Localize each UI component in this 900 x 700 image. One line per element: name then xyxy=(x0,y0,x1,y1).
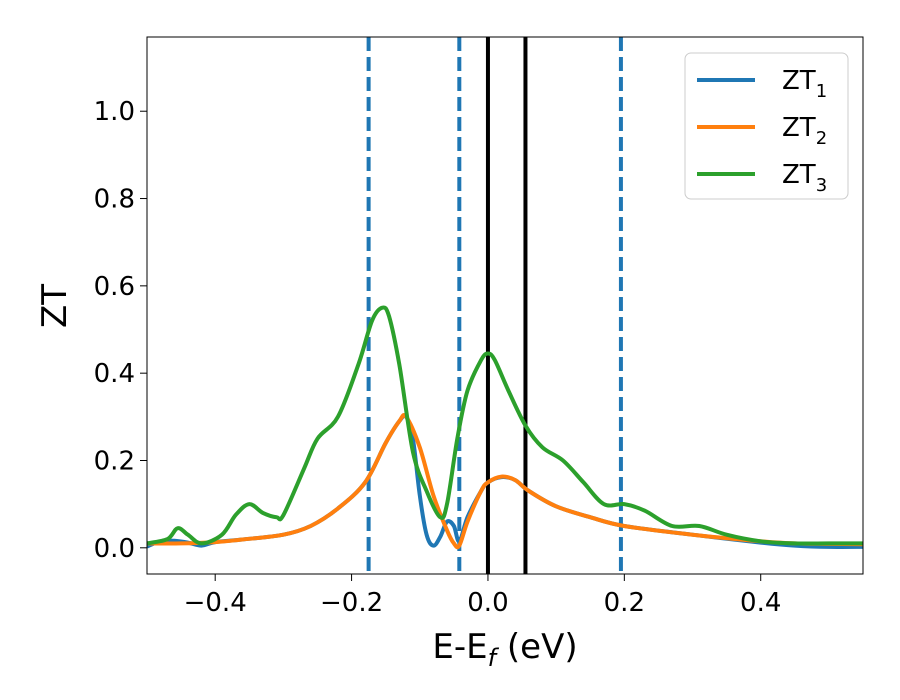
legend-label-zt2: ZT2 xyxy=(782,113,827,149)
x-tick-label: 0.2 xyxy=(604,588,645,618)
y-axis-ticks: 0.0 0.2 0.4 0.6 0.8 1.0 xyxy=(94,97,147,564)
x-tick-label: −0.4 xyxy=(184,588,247,618)
x-tick-label: 0.4 xyxy=(740,588,781,618)
y-axis-title: ZT xyxy=(35,284,75,328)
y-tick-label: 0.4 xyxy=(94,359,135,389)
plot-frame xyxy=(146,36,864,575)
reference-lines xyxy=(366,37,623,574)
y-tick-label: 0.0 xyxy=(94,534,135,564)
series-line-zt3 xyxy=(147,305,863,546)
y-tick-label: 0.2 xyxy=(94,446,135,476)
legend: ZT1 ZT2 ZT3 xyxy=(684,52,849,200)
series-line-zt1 xyxy=(147,413,863,549)
x-tick-label: 0.0 xyxy=(467,588,508,618)
series-line-zt2 xyxy=(147,413,863,550)
y-tick-label: 0.8 xyxy=(94,185,135,215)
legend-label-zt1: ZT1 xyxy=(782,66,827,102)
y-tick-label: 0.6 xyxy=(94,272,135,302)
series-lines xyxy=(147,305,863,550)
legend-label-zt3: ZT3 xyxy=(782,160,827,196)
x-axis-title: E-Ef (eV) xyxy=(432,627,577,672)
y-tick-label: 1.0 xyxy=(94,97,135,127)
x-tick-label: −0.2 xyxy=(320,588,383,618)
legend-box xyxy=(684,52,849,200)
x-axis-ticks: −0.4 −0.2 0.0 0.2 0.4 xyxy=(184,574,781,618)
